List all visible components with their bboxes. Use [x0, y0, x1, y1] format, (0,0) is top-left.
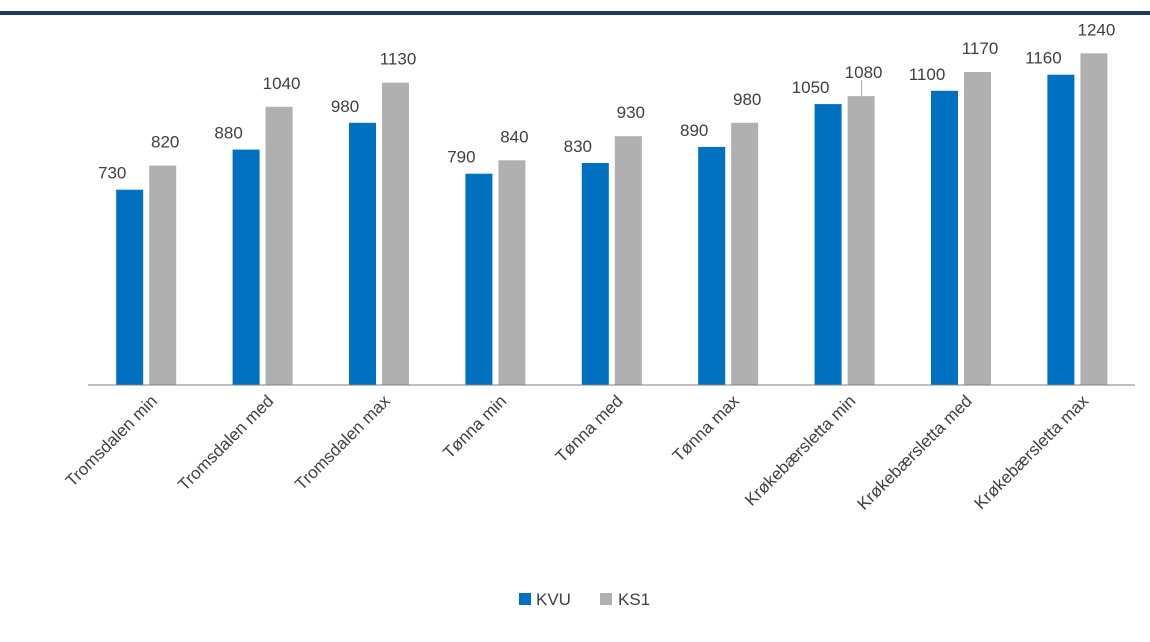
bar-ks1-6: [731, 122, 759, 386]
data-label-ks1-5: 930: [617, 103, 645, 122]
data-label-kvu-2: 880: [214, 124, 242, 143]
bar-kvu-8: [931, 90, 958, 386]
data-label-ks1-8: 1170: [962, 39, 999, 58]
bar-kvu-5: [581, 163, 609, 385]
bar-kvu-4: [465, 173, 493, 385]
x-tick-label-8: Krøkebærsletta med: [853, 391, 975, 513]
data-label-kvu-4: 790: [447, 148, 475, 167]
bar-kvu-9: [1047, 74, 1075, 385]
data-label-ks1-1: 820: [151, 133, 179, 152]
data-label-kvu-7: 1050: [792, 78, 830, 97]
bar-kvu-1: [116, 189, 144, 385]
data-label-kvu-9: 1160: [1025, 49, 1062, 68]
data-label-kvu-5: 830: [564, 137, 592, 156]
data-label-ks1-9: 1240: [1077, 20, 1115, 39]
bar-ks1-9: [1080, 53, 1108, 386]
bar-ks1-4: [498, 160, 526, 385]
data-label-ks1-4: 840: [500, 127, 528, 146]
x-tick-label-9: Krøkebærsletta max: [971, 391, 1093, 513]
x-tick-label-4: Tønna min: [439, 391, 510, 462]
bar-kvu-7: [814, 104, 842, 385]
x-tick-label-2: Tromsdalen med: [174, 391, 277, 494]
data-label-ks1-3: 1130: [380, 50, 417, 69]
legend-swatch-kvu: [519, 593, 531, 605]
data-label-ks1-2: 1040: [263, 74, 301, 93]
data-label-kvu-3: 980: [331, 97, 359, 116]
bar-ks1-7: [847, 96, 875, 385]
x-tick-label-6: Tønna max: [669, 391, 744, 466]
data-label-kvu-6: 890: [680, 121, 708, 140]
bars-layer: [116, 53, 1108, 386]
data-labels-layer: 730 820 880 1040 980 1130 790 840 830 930 890 980 10…: [98, 20, 1115, 182]
legend-swatch-ks1: [600, 593, 612, 605]
bar-ks1-2: [265, 106, 293, 386]
legend-label-ks1: KS1: [618, 590, 650, 609]
bar-ks1-3: [382, 82, 409, 385]
x-tick-label-1: Tromsdalen min: [62, 391, 161, 490]
x-tick-label-5: Tønna med: [552, 391, 627, 466]
data-label-ks1-6: 980: [733, 90, 761, 109]
legend-label-kvu: KVU: [536, 590, 571, 609]
top-rule: [0, 11, 1150, 15]
bar-kvu-6: [698, 146, 726, 385]
bar-ks1-5: [614, 136, 642, 385]
x-tick-labels-layer: Tromsdalen min Tromsdalen med Tromsdalen m…: [62, 391, 1093, 514]
data-label-ks1-7: 1080: [845, 63, 883, 82]
data-label-kvu-1: 730: [98, 164, 126, 183]
x-tick-label-7: Krøkebærsletta min: [741, 391, 859, 509]
legend: KVU KS1: [519, 590, 650, 609]
data-label-kvu-8: 1100: [909, 65, 946, 84]
bar-kvu-2: [232, 149, 260, 385]
bar-kvu-3: [349, 122, 376, 386]
bar-ks1-1: [149, 165, 177, 385]
x-tick-label-3: Tromsdalen max: [291, 391, 394, 494]
bar-ks1-8: [964, 72, 991, 385]
